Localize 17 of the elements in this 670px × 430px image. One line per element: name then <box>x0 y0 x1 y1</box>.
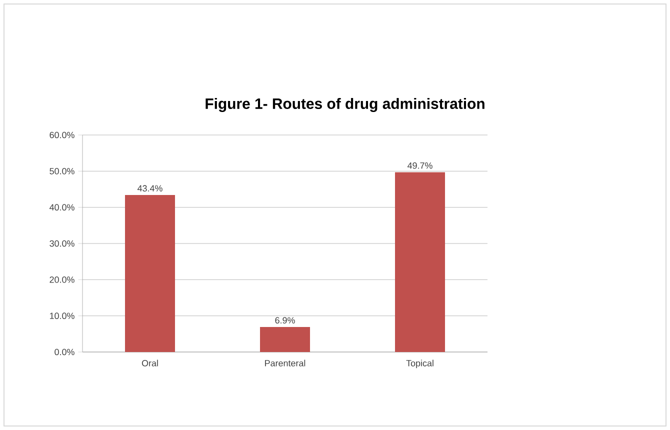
y-tick-label: 30.0% <box>50 240 74 247</box>
y-tick-label: 0.0% <box>54 348 74 356</box>
data-label: 43.4% <box>138 185 162 192</box>
y-tick-label: 50.0% <box>50 168 74 174</box>
bar <box>125 195 176 352</box>
y-tick-label: 60.0% <box>50 132 74 138</box>
bar <box>260 327 310 352</box>
chart-title: Figure 1- Routes of drug administration <box>206 98 484 112</box>
y-tick-label: 10.0% <box>50 312 74 320</box>
x-tick-label: Topical <box>406 360 434 368</box>
y-tick-label: 20.0% <box>50 276 74 283</box>
data-label: 6.9% <box>275 317 295 324</box>
bar <box>395 172 446 352</box>
x-tick-label: Parenteral <box>265 360 306 366</box>
y-tick-label: 40.0% <box>50 204 74 211</box>
data-label: 49.7% <box>408 162 432 169</box>
x-tick-label: Oral <box>142 360 158 366</box>
